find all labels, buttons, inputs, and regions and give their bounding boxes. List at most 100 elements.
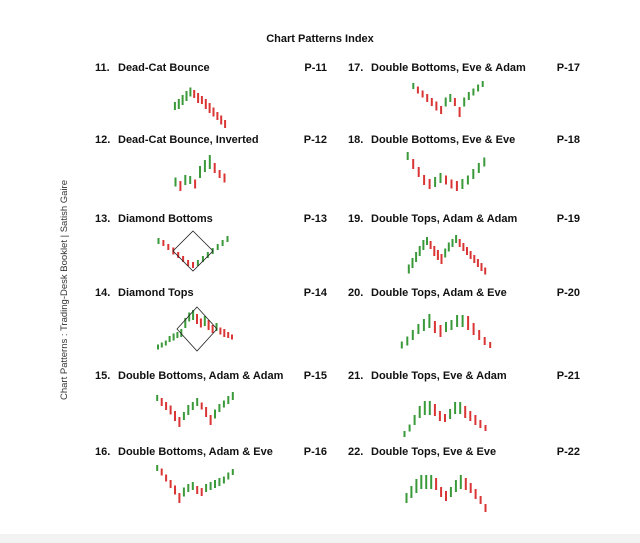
candle-bar [464,478,467,490]
index-entry[interactable]: 17. Double Bottoms, Eve & Adam P-17 [348,62,580,132]
candle-bar [430,475,433,489]
entry-title[interactable]: Double Bottoms, Eve & Adam [371,62,526,74]
candle-bar [454,480,457,492]
candle-bar [208,155,211,169]
index-entry[interactable]: 20. Double Tops, Adam & Eve P-20 [348,287,580,357]
candle-bar [472,88,475,96]
candle-bar [177,252,180,258]
candle-bar [169,405,172,415]
candle-bar [169,480,172,488]
candle-bar [463,97,466,107]
index-entry[interactable]: 22. Double Tops, Eve & Eve P-22 [348,446,580,516]
entry-number: 15. [95,370,111,382]
index-entry[interactable]: 11. Dead-Cat Bounce P-11 [95,62,327,132]
candle-bar [439,325,442,337]
candle-bar [428,179,431,189]
entry-page[interactable]: P-13 [303,213,327,225]
candle-bar [461,315,464,327]
entry-title[interactable]: Dead-Cat Bounce, Inverted [118,134,259,146]
candle-bar [215,323,218,331]
entry-title[interactable]: Double Tops, Adam & Adam [371,213,518,225]
entry-page[interactable]: P-22 [556,446,580,458]
entry-number: 14. [95,287,111,299]
pattern-thumbnail [157,230,229,272]
candle-bar [231,392,234,400]
candle-bar [416,86,419,94]
candle-bar [445,175,447,185]
index-entry[interactable]: 12. Dead-Cat Bounce, Inverted P-12 [95,134,327,204]
entry-page[interactable]: P-19 [556,213,580,225]
entry-title[interactable]: Double Tops, Eve & Adam [371,370,507,382]
entry-page[interactable]: P-15 [303,370,327,382]
candle-bar [412,83,415,89]
index-entry[interactable]: 13. Diamond Bottoms P-13 [95,213,327,283]
pattern-thumbnail [405,475,487,512]
entry-page[interactable]: P-20 [556,287,580,299]
candle-bar [439,173,442,183]
candle-bar [420,475,423,489]
entry-title[interactable]: Diamond Bottoms [118,213,213,225]
diamond-outline [176,306,218,352]
index-entry[interactable]: 16. Double Bottoms, Adam & Eve P-16 [95,446,327,516]
entry-title[interactable]: Double Bottoms, Eve & Eve [371,134,516,146]
candle-bar [209,482,212,490]
candle-bar [461,179,464,189]
candle-bar [430,98,433,106]
candle-bar [222,400,225,408]
candle-bar [231,469,234,475]
candle-bar [196,398,199,406]
entry-number: 22. [348,446,364,458]
pattern-thumbnail [174,155,226,191]
candle-bar [180,329,183,337]
entry-title[interactable]: Double Bottoms, Adam & Adam [118,370,284,382]
index-entry[interactable]: 15. Double Bottoms, Adam & Adam P-15 [95,370,327,440]
candle-bar [218,478,221,486]
index-entry[interactable]: 14. Diamond Tops P-14 [95,287,327,357]
candle-bar [477,163,480,173]
entry-page[interactable]: P-16 [303,446,327,458]
candle-bar [417,324,420,334]
candle-bar [187,405,190,415]
candle-bar [444,97,447,107]
entry-title[interactable]: Diamond Tops [118,287,194,299]
entry-title[interactable]: Dead-Cat Bounce [118,62,210,74]
entry-number: 17. [348,62,364,74]
candle-bar [162,240,165,246]
candle-bar [483,337,486,345]
candle-bar [421,90,424,98]
index-entry[interactable]: 19. Double Tops, Adam & Adam P-19 [348,213,580,283]
pattern-thumbnail [406,152,486,191]
index-entry[interactable]: 18. Double Bottoms, Eve & Eve P-18 [348,134,580,204]
candle-bar [165,474,168,482]
candle-bar [209,415,212,425]
candle-bar [214,409,216,419]
entry-title[interactable]: Double Tops, Eve & Eve [371,446,497,458]
entry-page[interactable]: P-17 [556,62,580,74]
entry-page[interactable]: P-18 [556,134,580,146]
candle-bar [480,263,483,271]
candle-bar [426,237,428,245]
candle-bar [196,486,199,494]
entry-page[interactable]: P-14 [303,287,327,299]
entry-page[interactable]: P-12 [303,134,327,146]
candle-bar [459,475,462,489]
index-entry[interactable]: 21. Double Tops, Eve & Adam P-21 [348,370,580,440]
candle-bar [472,323,475,335]
candle-bar [181,95,184,105]
candle-bar [227,396,230,404]
candle-bar [191,402,194,410]
candle-bar [423,401,426,415]
candle-bar [481,81,484,87]
candle-bar [479,496,482,504]
pattern-thumbnail [156,465,234,503]
entry-page[interactable]: P-11 [304,62,327,74]
entry-title[interactable]: Double Tops, Adam & Eve [371,287,507,299]
candle-bar [193,90,196,98]
candle-bar [222,476,225,484]
candle-bar [484,504,487,512]
candle-bar [207,320,210,330]
candle-bar [422,240,425,250]
entry-title[interactable]: Double Bottoms, Adam & Eve [118,446,273,458]
entry-page[interactable]: P-21 [556,370,580,382]
candle-bar [160,342,163,348]
